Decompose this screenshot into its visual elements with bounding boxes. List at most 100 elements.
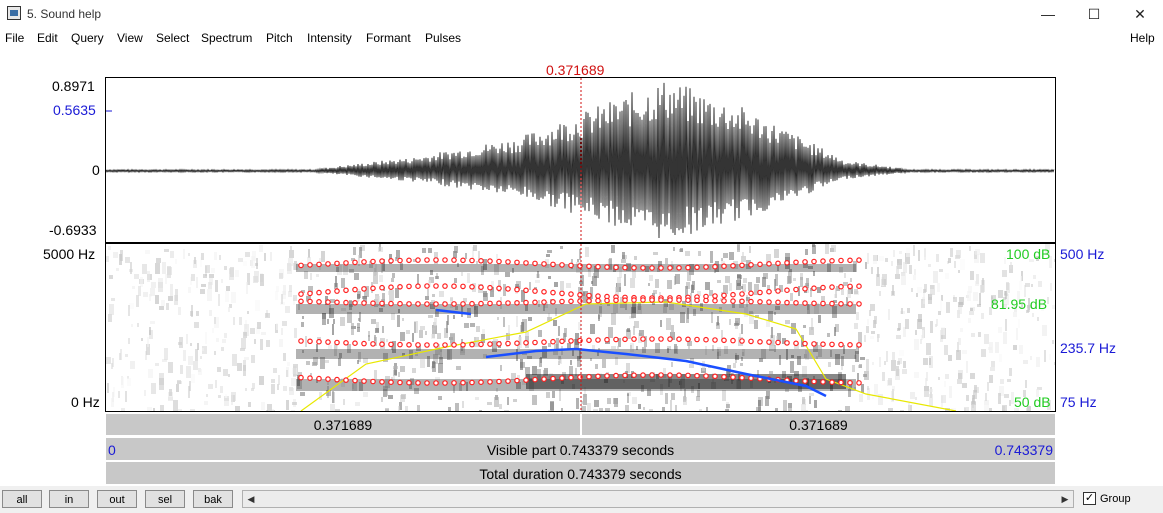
formant-point [721,298,727,304]
waveform-panel[interactable] [105,77,1056,243]
visible-part-bar[interactable]: 0 Visible part 0.743379 seconds 0.743379 [105,437,1056,461]
zoom-out-button[interactable]: out [97,490,137,508]
zoom-in-button[interactable]: in [49,490,89,508]
scroll-left-arrow-icon[interactable]: ◀ [247,494,255,504]
spectrogram-noise [1023,360,1028,364]
spectrogram-noise [990,367,995,371]
menu-pitch[interactable]: Pitch [266,31,293,45]
spectrogram-noise [1036,357,1040,367]
spectrogram-noise [440,350,442,360]
spectrogram-noise [437,333,441,339]
spectrogram-noise [852,365,855,372]
spectrogram-noise [910,392,915,399]
spectrogram-noise [1011,392,1014,404]
spectrogram-noise [1052,340,1054,344]
spectrogram-noise [692,281,695,290]
scroll-right-arrow-icon[interactable]: ▶ [1061,494,1069,504]
spectrogram-noise [888,309,890,320]
close-button[interactable]: ✕ [1134,6,1146,22]
menu-pulses[interactable]: Pulses [425,31,462,45]
spectrogram-noise [1024,285,1026,297]
formant-band [296,264,856,272]
spectrogram-noise [690,358,694,363]
spectrogram-noise [897,259,902,265]
spectrogram-noise [742,349,745,356]
menu-intensity[interactable]: Intensity [307,31,352,45]
spectrogram-noise [757,370,759,377]
menu-select[interactable]: Select [156,31,190,45]
spectrogram-noise [1025,283,1030,287]
group-checkbox[interactable]: ✓ [1083,492,1096,505]
spectrogram-noise [513,399,517,402]
menu-view[interactable]: View [117,31,143,45]
spectrogram-noise [121,377,124,388]
spectrogram-noise [553,350,558,355]
formant-point [460,283,466,290]
spectrogram-noise [841,356,844,366]
spectrogram-noise [164,348,168,360]
spectrogram-noise [657,268,660,272]
formant-point [316,375,322,382]
menu-edit[interactable]: Edit [37,31,58,45]
menu-spectrum[interactable]: Spectrum [201,31,253,45]
spectrogram-noise [516,316,518,327]
formant-point [829,257,835,264]
spectrogram-panel[interactable] [105,243,1056,412]
spectrogram-noise [806,278,809,288]
spectrogram-noise [550,401,554,411]
spectrogram-noise [569,366,573,376]
spectrogram-noise [207,289,212,301]
menu-file[interactable]: File [5,31,25,45]
spectrogram-noise [1010,262,1012,269]
spectrogram-noise [339,353,342,358]
zoom-all-button[interactable]: all [2,490,42,508]
maximize-button[interactable]: ☐ [1087,6,1101,22]
spectrogram-noise [332,391,334,403]
horizontal-scrollbar[interactable]: ◀ ▶ [242,490,1074,508]
title-bar: 5. Sound help — ☐ ✕ [0,0,1163,28]
spectrogram-noise [416,345,421,351]
menu-query[interactable]: Query [71,31,104,45]
spectrogram-noise [572,350,574,356]
formant-point [856,342,862,348]
spectrogram-noise [147,407,152,411]
spectrogram-noise [770,335,775,346]
spectrogram-noise [487,402,492,405]
spectrogram-noise [448,407,451,411]
formant-point [712,373,718,380]
spectrogram-noise [872,395,874,399]
total-duration-bar[interactable]: Total duration 0.743379 seconds [105,461,1056,485]
spectrogram-noise [861,384,864,393]
spectrogram-noise [239,317,242,325]
spectrogram-noise [913,275,916,280]
spectrogram-noise [680,312,685,323]
spectrogram-noise [136,295,139,307]
zoom-selection-button[interactable]: sel [145,490,185,508]
spectrogram-noise [918,250,920,261]
time-bar-left-half[interactable]: 0.371689 [105,413,581,436]
spectrogram-noise [960,328,963,332]
spectrogram-noise [1027,305,1030,312]
spectrogram-noise [179,337,183,348]
spectrogram-noise [106,256,109,262]
formant-point [388,341,394,348]
formant-point [649,336,655,342]
spectrogram-noise [858,332,862,344]
menu-formant[interactable]: Formant [366,31,411,45]
spectrogram-noise [802,366,807,377]
spectrogram-noise [186,334,188,344]
spectrogram-noise [186,366,191,378]
formant-point [631,372,637,379]
spectrogram-noise [813,271,815,276]
spectrogram-noise [852,301,854,304]
spectrogram-noise [928,264,931,267]
spectrogram-noise [1054,362,1055,365]
formant-point [496,258,502,265]
zoom-back-button[interactable]: bak [193,490,233,508]
menu-help[interactable]: Help [1130,31,1155,45]
spectrogram-noise [642,347,646,353]
time-bar-right-half[interactable]: 0.371689 [581,413,1056,436]
minimize-button[interactable]: — [1041,6,1055,22]
spectrogram-noise [726,370,730,377]
spectrogram-noise [981,313,984,319]
